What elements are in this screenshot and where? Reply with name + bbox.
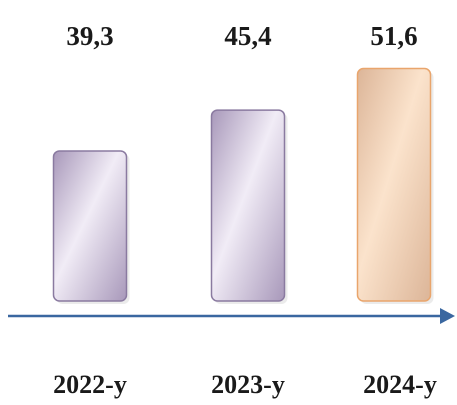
x-axis-arrowhead [440,308,455,324]
category-labels: 2022-y 2023-y 2024-y [53,370,437,399]
x-axis [8,308,455,324]
value-labels: 39,3 45,4 51,6 [66,21,417,51]
category-label: 2024-y [363,370,437,399]
value-label: 51,6 [370,21,417,51]
value-label: 45,4 [224,21,271,51]
bars-layer [52,67,434,304]
category-label: 2023-y [211,370,285,399]
bar-2022-y [52,150,128,302]
value-label: 39,3 [66,21,113,51]
category-label: 2022-y [53,370,127,399]
bar-2024-y [356,67,432,302]
bar-2023-y [210,109,286,302]
